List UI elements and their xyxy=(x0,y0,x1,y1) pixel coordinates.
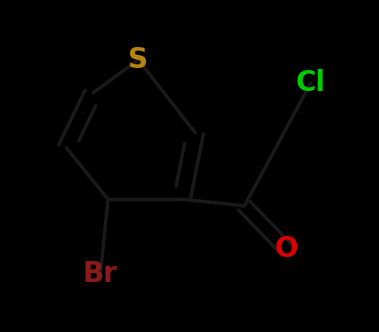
Text: O: O xyxy=(274,235,298,263)
Text: Br: Br xyxy=(83,260,118,288)
Text: S: S xyxy=(128,46,148,74)
Text: Cl: Cl xyxy=(296,69,326,97)
